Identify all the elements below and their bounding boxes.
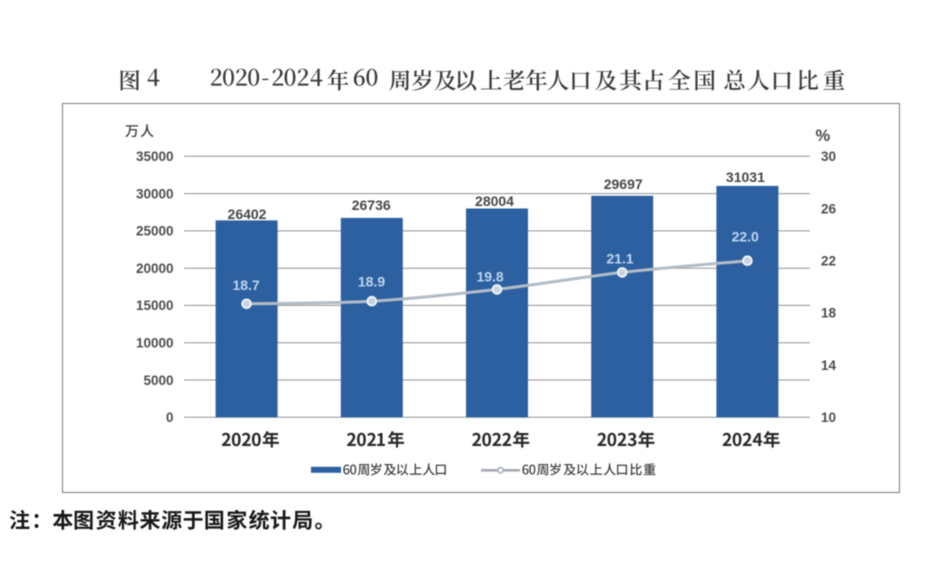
svg-text:28004: 28004 bbox=[475, 193, 514, 209]
svg-text:31031: 31031 bbox=[726, 169, 765, 185]
svg-text:26402: 26402 bbox=[228, 206, 267, 222]
svg-text:20000: 20000 bbox=[136, 261, 174, 276]
svg-text:35000: 35000 bbox=[136, 149, 174, 164]
svg-text:0: 0 bbox=[166, 410, 174, 425]
svg-text:26: 26 bbox=[821, 201, 837, 216]
svg-text:18.9: 18.9 bbox=[358, 273, 385, 289]
svg-text:14: 14 bbox=[821, 358, 837, 373]
svg-text:29697: 29697 bbox=[604, 176, 643, 192]
svg-text:10: 10 bbox=[821, 410, 836, 425]
svg-text:%: % bbox=[816, 127, 831, 145]
svg-text:21.1: 21.1 bbox=[606, 251, 633, 267]
svg-text:19.8: 19.8 bbox=[476, 269, 503, 285]
svg-text:15000: 15000 bbox=[136, 298, 174, 313]
svg-text:18: 18 bbox=[821, 306, 837, 321]
svg-text:26736: 26736 bbox=[352, 197, 391, 213]
svg-text:10000: 10000 bbox=[136, 336, 174, 351]
svg-text:30: 30 bbox=[821, 149, 836, 164]
svg-text:22: 22 bbox=[821, 254, 836, 269]
svg-text:25000: 25000 bbox=[136, 224, 174, 239]
svg-text:22.0: 22.0 bbox=[732, 229, 759, 245]
svg-text:5000: 5000 bbox=[143, 373, 173, 388]
svg-text:30000: 30000 bbox=[136, 186, 174, 201]
svg-text:18.7: 18.7 bbox=[232, 277, 259, 293]
